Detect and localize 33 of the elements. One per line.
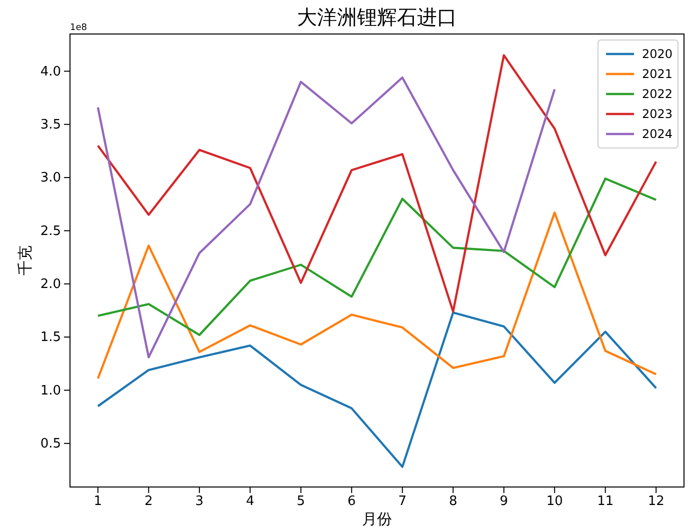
x-axis-title: 月份: [362, 510, 392, 528]
x-tick-label: 7: [398, 494, 407, 510]
x-tick-label: 9: [500, 494, 508, 510]
x-tick-label: 12: [648, 494, 664, 510]
y-tick-label: 2.5: [40, 224, 61, 239]
y-tick-label: 3.0: [40, 170, 61, 186]
y-tick-label: 0.5: [40, 436, 61, 452]
y-tick-label: 1.5: [40, 330, 61, 346]
y-tick-label: 3.5: [40, 118, 61, 133]
x-tick-label: 1: [94, 494, 102, 510]
x-tick-label: 4: [246, 494, 254, 510]
text: 1e8: [70, 23, 88, 33]
line-series: [96, 178, 658, 336]
x-tick-label: 6: [347, 494, 356, 510]
x-tick-label: 2: [144, 494, 153, 510]
legend-label: 2020: [642, 47, 673, 61]
x-tick-label: 8: [448, 494, 458, 510]
line-series: [96, 312, 658, 468]
legend-label: 2024: [642, 127, 673, 141]
legend-label: 2023: [642, 107, 673, 121]
x-tick-label: 10: [546, 494, 563, 510]
y-tick-label: 1.0: [40, 383, 61, 398]
x-tick-label: 5: [296, 494, 306, 510]
line-series: [96, 212, 658, 380]
y-tick-label: 2.0: [40, 277, 61, 292]
y-axis-title: 千克: [16, 246, 34, 276]
x-tick-label: 11: [597, 494, 614, 510]
legend-label: 2022: [642, 87, 673, 101]
chart-title: 大洋洲锂辉石进口: [297, 5, 457, 29]
legend-label: 2021: [642, 67, 673, 81]
line-series: [96, 76, 556, 358]
y-tick-label: 4.0: [40, 64, 61, 80]
x-tick-label: 3: [195, 494, 204, 510]
